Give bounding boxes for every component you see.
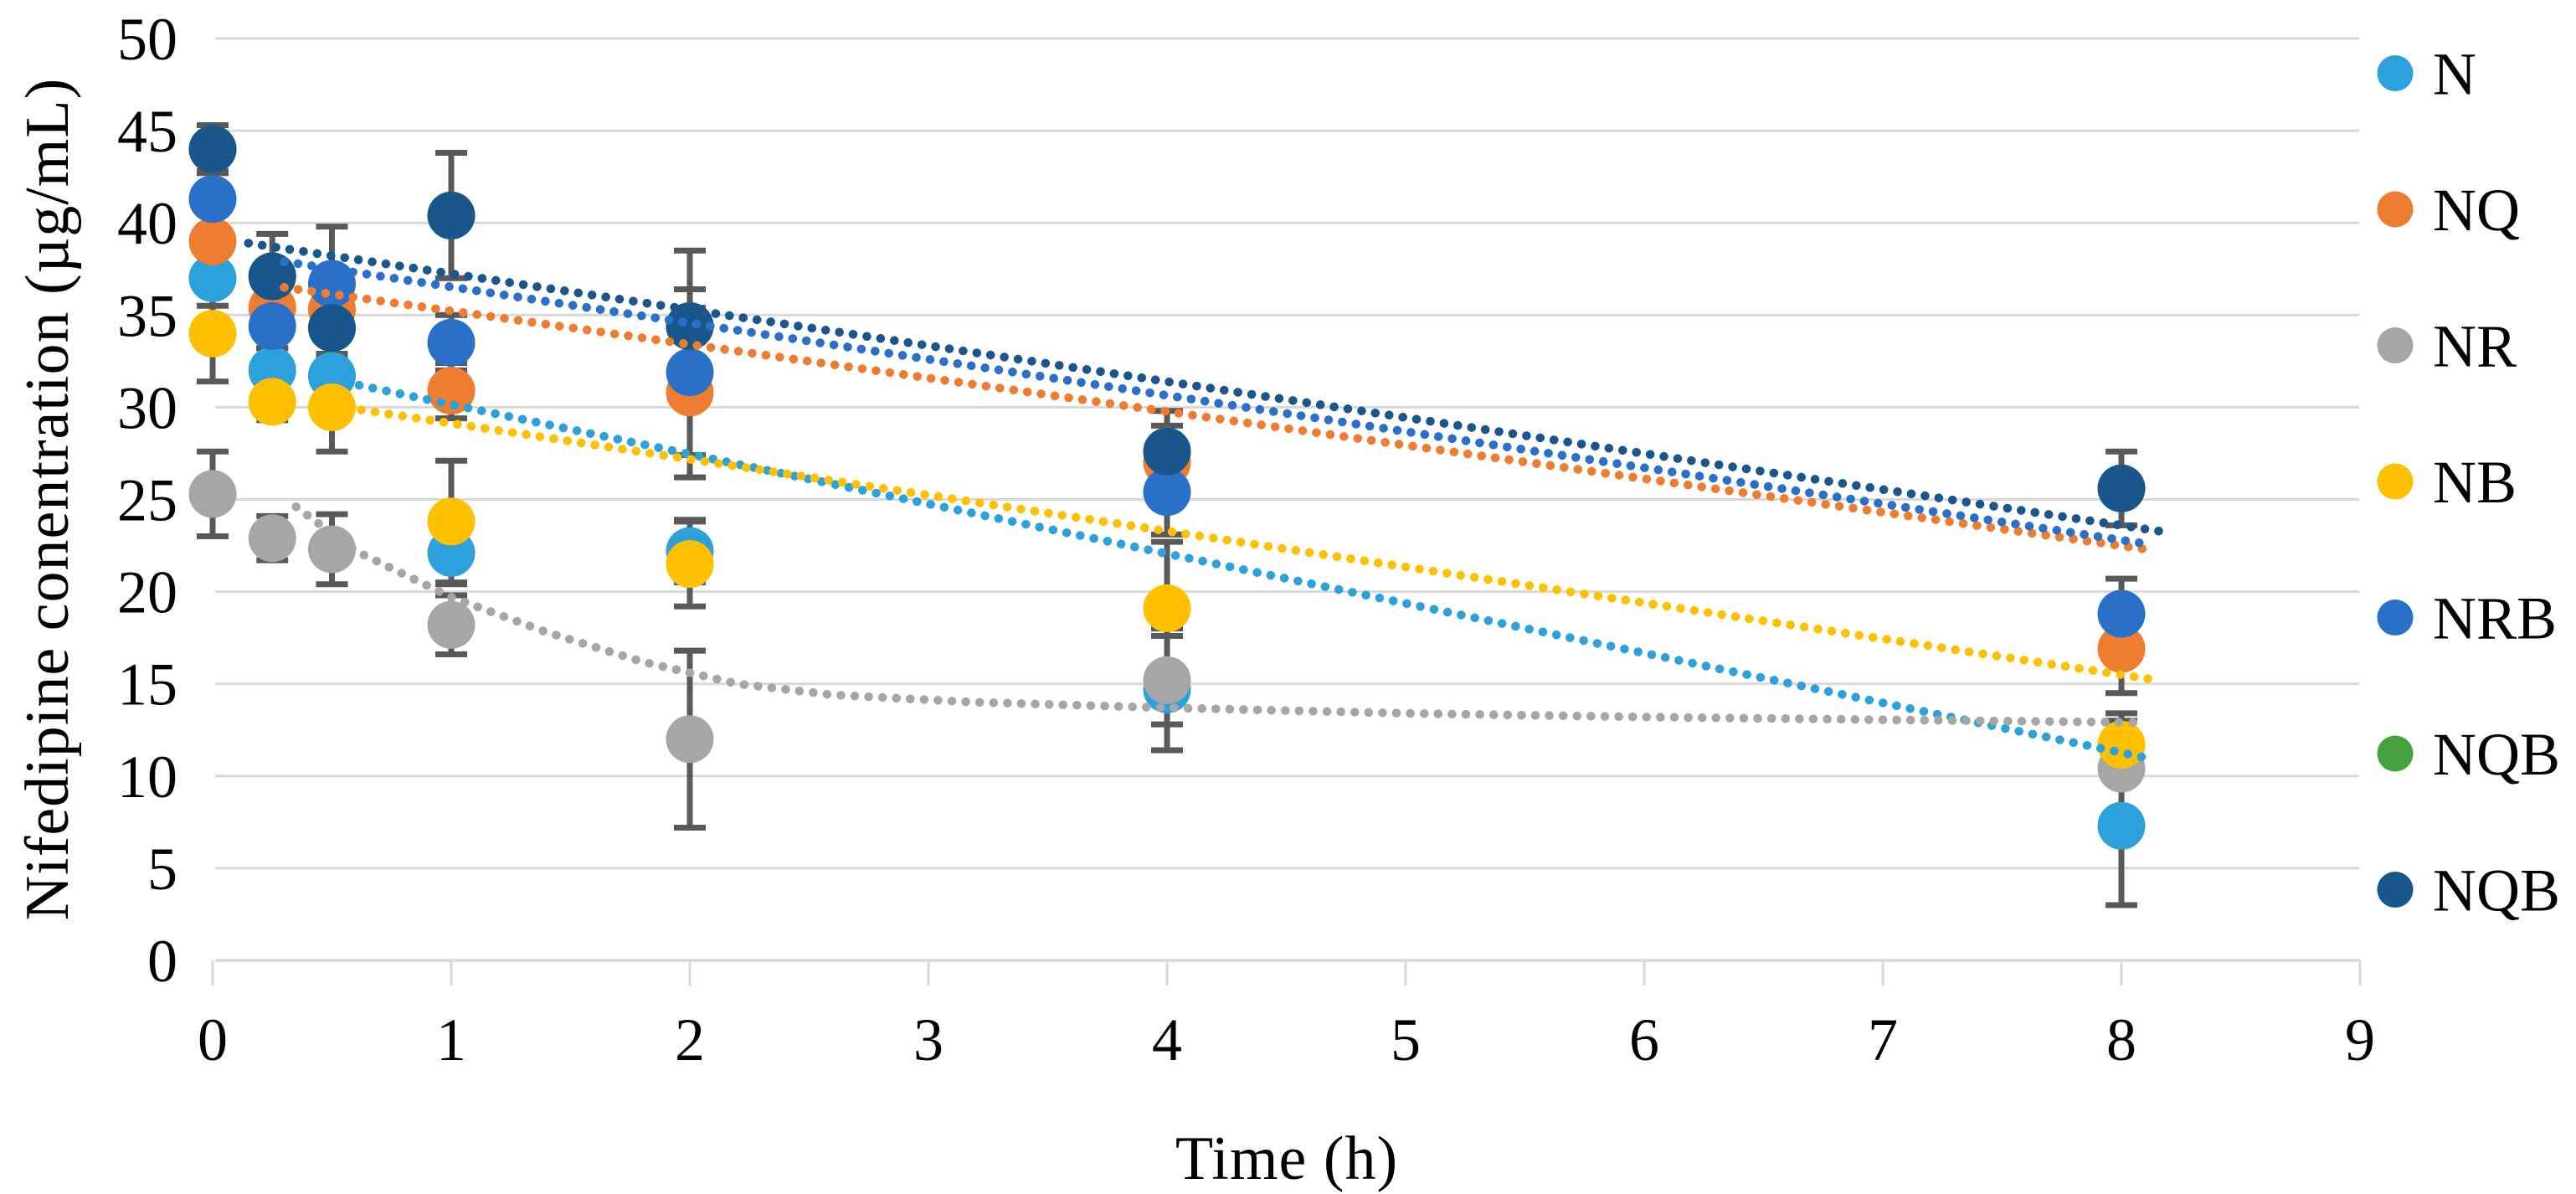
data-point-NR-t0[interactable]	[188, 470, 237, 518]
legend-swatch-NR-2[interactable]	[2377, 327, 2414, 363]
x-tick-label: 3	[913, 1006, 944, 1073]
data-point-NRB-t4[interactable]	[1143, 468, 1191, 517]
legend-item-NQB-5[interactable]: NQB	[2377, 721, 2561, 788]
x-axis-title: Time (h)	[1175, 1125, 1399, 1193]
legend-swatch-NQB-6[interactable]	[2377, 872, 2414, 908]
data-point-NB-t0[interactable]	[188, 309, 237, 358]
data-point-NQB-t1[interactable]	[427, 191, 476, 239]
legend-swatch-N-0[interactable]	[2377, 55, 2414, 91]
legend-label-NQB-6[interactable]: NQB	[2433, 857, 2560, 924]
y-tick-label: 0	[147, 928, 177, 995]
data-point-NRB-t8[interactable]	[2097, 589, 2146, 638]
data-point-N-t8[interactable]	[2097, 801, 2146, 850]
trendline-NQB	[244, 239, 2174, 538]
data-point-NRB-t1[interactable]	[427, 318, 476, 367]
y-tick-label: 30	[117, 374, 177, 441]
trendline-N	[327, 375, 2150, 763]
data-point-NQ-t8[interactable]	[2097, 625, 2146, 673]
data-point-NR-t1[interactable]	[427, 600, 476, 649]
data-point-NQB-t8[interactable]	[2097, 464, 2146, 512]
data-point-NB-t1[interactable]	[427, 497, 476, 546]
data-point-NR-t0.25[interactable]	[248, 514, 296, 563]
y-tick-label: 35	[117, 282, 177, 349]
data-point-NRB-t2[interactable]	[666, 348, 714, 397]
data-point-NRB-t0.25[interactable]	[248, 302, 296, 351]
legend-item-NR-2[interactable]: NR	[2377, 313, 2517, 380]
x-tick-label: 1	[436, 1006, 466, 1073]
data-point-N-t0[interactable]	[188, 254, 237, 302]
legend-item-NRB-4[interactable]: NRB	[2377, 585, 2558, 652]
legend-label-NQ-1[interactable]: NQ	[2433, 177, 2520, 244]
legend-label-NB-3[interactable]: NB	[2433, 449, 2517, 516]
legend-label-N-0[interactable]: N	[2433, 41, 2476, 108]
trendline-NRB	[280, 257, 2150, 548]
data-point-NQB-t0.5[interactable]	[308, 304, 356, 353]
x-tick-label: 2	[675, 1006, 705, 1073]
data-point-NQB-t4[interactable]	[1143, 427, 1191, 476]
data-point-NR-t2[interactable]	[666, 715, 714, 764]
data-point-NB-t2[interactable]	[666, 540, 714, 589]
y-tick-label: 50	[117, 6, 177, 73]
y-tick-label: 45	[117, 98, 177, 165]
x-tick-label: 5	[1391, 1006, 1421, 1073]
y-axis-title: Nifedipine conentration (µg/mL)	[13, 77, 82, 921]
legend-item-NB-3[interactable]: NB	[2377, 449, 2517, 516]
legend-item-NQB-6[interactable]: NQB	[2377, 857, 2561, 924]
legend-item-N-0[interactable]: N	[2377, 41, 2477, 108]
data-point-NQB-t0[interactable]	[188, 125, 237, 173]
legend-swatch-NQB-5[interactable]	[2377, 735, 2414, 772]
legend-item-NQ-1[interactable]: NQ	[2377, 177, 2521, 244]
x-tick-label: 4	[1152, 1006, 1182, 1073]
x-tick-label: 9	[2345, 1006, 2375, 1073]
y-tick-label: 25	[117, 467, 177, 534]
data-point-NQ-t0[interactable]	[188, 217, 237, 265]
legend-swatch-NB-3[interactable]	[2377, 463, 2414, 500]
data-point-NQB-t0.25[interactable]	[248, 252, 296, 301]
data-point-NRB-t0[interactable]	[188, 175, 237, 224]
y-tick-label: 20	[117, 559, 177, 626]
y-tick-label: 15	[117, 651, 177, 718]
trendline-NQ	[280, 283, 2150, 554]
y-tick-label: 5	[147, 836, 177, 903]
data-point-NB-t0.25[interactable]	[248, 378, 296, 426]
x-tick-label: 7	[1868, 1006, 1898, 1073]
data-point-NB-t4[interactable]	[1143, 584, 1191, 632]
legend-label-NRB-4[interactable]: NRB	[2433, 585, 2557, 652]
y-tick-label: 40	[117, 190, 177, 257]
y-tick-label: 10	[117, 744, 177, 811]
legend-swatch-NRB-4[interactable]	[2377, 600, 2414, 636]
x-tick-label: 6	[1629, 1006, 1659, 1073]
legend-label-NR-2[interactable]: NR	[2433, 313, 2517, 380]
data-point-NR-t4[interactable]	[1143, 656, 1191, 704]
legend-swatch-NQ-1[interactable]	[2377, 191, 2414, 228]
legend-label-NQB-5[interactable]: NQB	[2433, 721, 2560, 788]
data-point-NB-t8[interactable]	[2097, 720, 2146, 769]
x-tick-label: 8	[2106, 1006, 2136, 1073]
trendline-NB	[316, 399, 2162, 685]
x-tick-label: 0	[198, 1006, 228, 1073]
data-point-NRB-t0.5[interactable]	[308, 260, 356, 308]
trendline-NR	[291, 502, 2150, 728]
